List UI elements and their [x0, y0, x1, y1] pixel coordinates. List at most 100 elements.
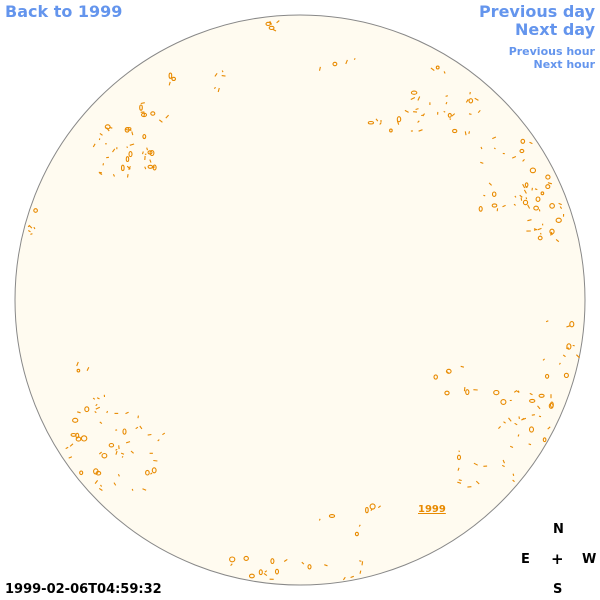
contour-fragment	[520, 138, 526, 144]
contour-fragment	[95, 406, 101, 410]
contour-fragment	[95, 403, 98, 407]
contour-fragment	[150, 472, 153, 475]
contour-fragment	[99, 421, 103, 424]
contour-fragment	[445, 95, 448, 97]
contour-fragment	[126, 174, 129, 178]
year-link[interactable]: 1999	[418, 504, 446, 515]
contour-fragment	[345, 59, 348, 65]
contour-fragment	[120, 452, 125, 455]
contour-fragment	[115, 448, 118, 451]
contour-fragment	[143, 112, 146, 118]
contour-fragment	[521, 417, 527, 421]
contour-fragment	[350, 575, 354, 579]
contour-fragment	[113, 482, 117, 486]
contour-fragment	[112, 148, 116, 153]
contour-fragment	[535, 196, 541, 202]
contour-fragment	[500, 399, 507, 405]
contour-fragment	[502, 204, 506, 208]
contour-fragment	[537, 405, 541, 410]
contour-fragment	[444, 390, 450, 396]
contour-fragment	[537, 227, 542, 231]
contour-fragment	[122, 428, 127, 435]
contour-fragment	[367, 120, 375, 125]
contour-fragment	[125, 411, 129, 415]
contour-fragment	[449, 118, 452, 120]
contour-fragment	[131, 488, 134, 491]
contour-fragment	[129, 143, 135, 146]
contour-fragment	[379, 122, 382, 125]
contour-fragment	[542, 358, 545, 361]
contour-fragment	[145, 469, 150, 476]
contour-fragment	[418, 129, 423, 132]
contour-fragment	[117, 473, 120, 477]
previous-hour-link[interactable]: Previous hour	[508, 45, 595, 58]
contour-fragment	[523, 189, 527, 194]
contour-fragment	[125, 441, 131, 444]
contour-fragment	[501, 464, 505, 468]
contour-fragment	[527, 204, 531, 209]
back-to-year-link[interactable]: Back to 1999	[5, 2, 123, 21]
contour-fragment	[452, 128, 458, 134]
contour-fragment	[545, 174, 551, 180]
contour-fragment	[125, 156, 130, 163]
compass-south: S	[553, 582, 563, 597]
contour-fragment	[80, 435, 88, 442]
contour-fragment	[243, 555, 249, 561]
contour-fragment	[268, 25, 275, 31]
contour-fragment	[92, 397, 96, 400]
contour-fragment	[525, 186, 528, 189]
contour-fragment	[359, 570, 362, 574]
contour-fragment	[502, 459, 506, 464]
contour-fragment	[522, 199, 529, 206]
solar-disk	[14, 14, 586, 586]
contour-fragment	[508, 417, 512, 422]
contour-fragment	[318, 66, 321, 71]
contour-fragment	[142, 134, 147, 140]
contour-fragment	[445, 101, 448, 105]
contour-fragment	[464, 131, 467, 136]
contour-fragment	[139, 104, 143, 111]
contour-fragment	[76, 368, 81, 373]
next-hour-link[interactable]: Next hour	[533, 58, 596, 71]
contour-fragment	[538, 415, 542, 418]
contour-fragment	[84, 406, 90, 413]
contour-fragment	[522, 183, 526, 189]
contour-fragment	[562, 354, 566, 358]
contour-fragment	[547, 426, 551, 430]
contour-fragment	[488, 182, 492, 186]
contour-fragment	[522, 159, 525, 162]
next-day-link[interactable]: Next day	[515, 20, 595, 39]
contour-fragment	[529, 398, 536, 403]
contour-fragment	[534, 188, 538, 191]
contour-fragment	[307, 564, 312, 570]
contour-fragment	[248, 573, 255, 579]
contour-fragment	[539, 232, 542, 235]
contour-fragment	[542, 437, 547, 443]
contour-fragment	[131, 131, 134, 136]
contour-fragment	[445, 370, 450, 374]
contour-fragment	[457, 481, 462, 484]
contour-fragment	[563, 372, 569, 379]
contour-fragment	[149, 159, 152, 163]
contour-fragment	[468, 131, 471, 134]
contour-fragment	[433, 374, 438, 380]
contour-fragment	[33, 208, 38, 213]
compass-west: W	[582, 552, 597, 567]
contour-fragment	[545, 320, 549, 323]
contour-fragment	[144, 166, 147, 170]
contour-fragment	[98, 487, 103, 491]
contour-fragment	[512, 473, 515, 477]
contour-fragment	[544, 373, 550, 379]
timestamp: 1999-02-06T04:59:32	[5, 582, 162, 597]
contour-fragment	[361, 561, 364, 566]
contour-fragment	[509, 445, 514, 449]
contour-fragment	[491, 203, 498, 208]
previous-day-link[interactable]: Previous day	[478, 2, 595, 21]
contour-fragment	[153, 459, 158, 462]
contour-fragment	[270, 558, 275, 565]
contour-fragment	[99, 172, 103, 175]
contour-fragment	[517, 434, 520, 437]
contour-fragment	[230, 563, 233, 566]
contour-fragment	[545, 184, 551, 190]
